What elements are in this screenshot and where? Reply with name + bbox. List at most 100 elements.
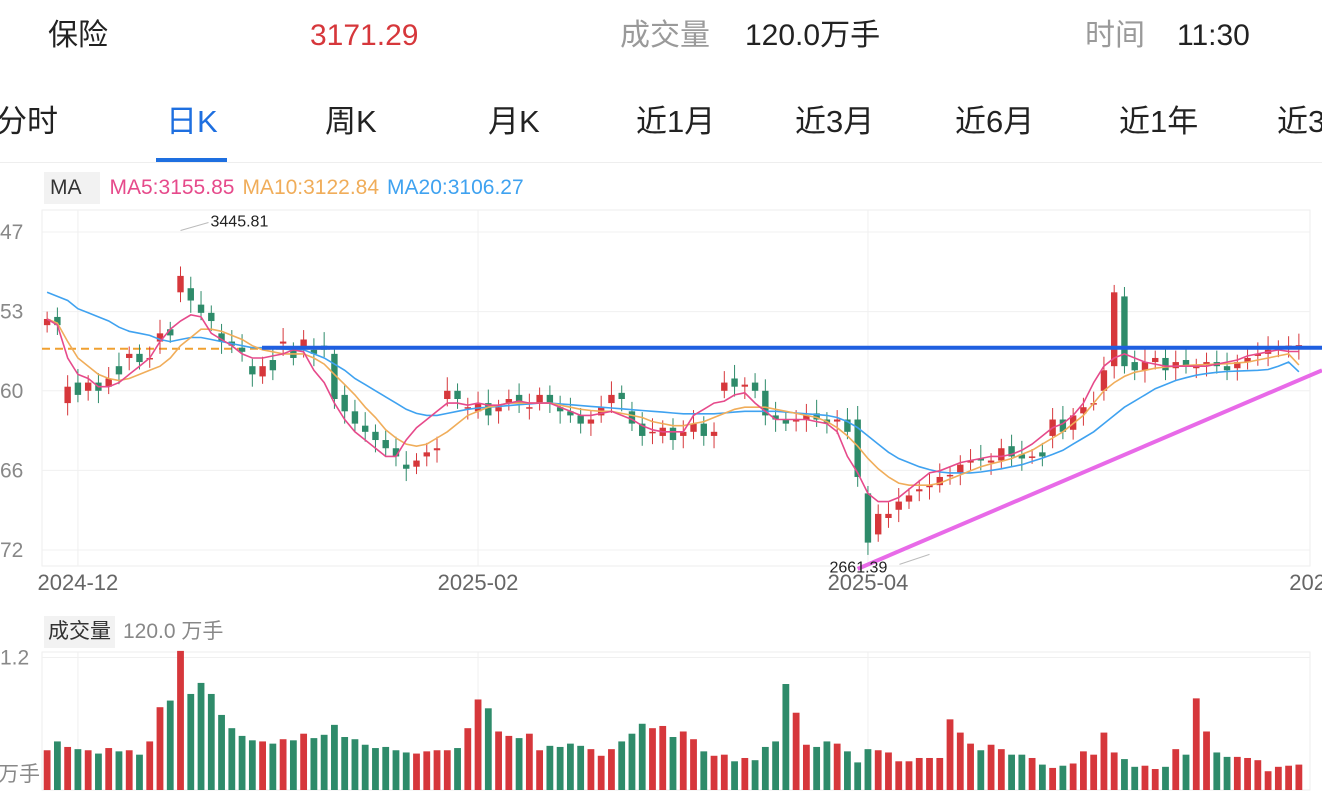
volume-bar [1069,763,1077,790]
volume-bar [1008,754,1015,790]
candle-body [1110,292,1118,367]
volume-bar [1285,765,1293,790]
tab-6-months[interactable]: 近6月 [955,104,1035,139]
candle-body [844,419,851,432]
candle-body [957,464,964,473]
candle-body [269,360,277,371]
candle-body [218,333,225,342]
volume-bar [1018,754,1026,790]
date-tick-label: 2024-12 [38,570,119,595]
volume-bar [146,741,154,790]
volume-bar [156,707,164,790]
candle-body [1223,366,1231,371]
volume-legend: 成交量 120.0 万手 [44,616,223,648]
candle-body [967,460,974,463]
volume-bar [1274,766,1282,790]
volume-bar [772,741,780,790]
volume-bar [115,751,123,790]
volume-bar [413,753,420,790]
volume-bar [1223,756,1231,790]
volume-bar [813,746,821,790]
volume-tick-label: 1.2 [0,647,29,670]
candle-body [710,431,718,436]
volume-label: 成交量 [620,19,710,52]
volume-bar [566,743,574,790]
candle-body [885,513,892,518]
ma10-value: MA10:3122.84 [242,176,380,199]
volume-bar [1028,757,1036,790]
high-annotation: 3445.81 [211,213,269,230]
candle-body [1172,362,1179,369]
candle-body [618,392,625,400]
candle-body [936,476,943,486]
ma-selector[interactable]: MA [44,172,100,204]
candle-body [782,419,790,424]
candle-body [1100,370,1108,391]
tab-weekly-k[interactable]: 周K [325,104,377,139]
candle-body [1254,353,1262,356]
volume-bar [505,735,513,790]
volume-bar [669,737,677,790]
candle-body [905,495,913,502]
quote-header: 保险 3171.29 成交量 120.0万手 时间 11:30 [0,0,1322,78]
tab-intraday[interactable]: 分时 [0,104,58,139]
tab-3-months[interactable]: 近3月 [795,104,875,139]
candle-body [731,378,738,387]
volume-bar [341,737,349,790]
volume-bar [484,708,492,790]
candle-body [433,448,441,451]
volume-bar [926,757,933,790]
volume-bar [372,748,379,790]
ma10-line [46,318,1300,487]
candle-body [1162,357,1169,371]
tab-1-year[interactable]: 近1年 [1119,104,1199,139]
volume-bar [1049,767,1057,790]
volume-bar [720,754,728,790]
candle-body [864,493,872,543]
volume-bar [361,744,369,790]
volume-bar [1162,766,1169,790]
volume-bar [556,746,564,790]
volume-selector[interactable]: 成交量 [44,616,115,648]
candle-body [762,390,769,416]
tab-1-month[interactable]: 近1月 [636,104,716,139]
candle-body [1152,357,1159,363]
candle-body [238,347,246,352]
candle-body [772,415,779,420]
volume-bar [782,684,790,790]
volume-bar [1254,760,1262,790]
volume-bar [228,728,236,790]
date-tick-label: 2025-06 [1289,570,1322,595]
volume-bar [895,761,903,790]
candle-body [895,501,902,510]
volume-bar [1295,764,1303,790]
volume-bar [1059,765,1067,790]
candle-body [126,353,133,358]
volume-bar [269,743,277,790]
volume-bar [1203,731,1210,790]
tab-3-years[interactable]: 近3 [1277,104,1322,139]
candle-body [875,513,882,535]
volume-bar [946,719,954,790]
volume-bar [1151,769,1159,790]
volume-value: 120.0万手 [745,19,881,52]
candle-body [926,485,933,488]
volume-bar [84,750,92,790]
volume-bar [577,745,585,790]
candle-body [526,407,533,409]
candle-body [1121,296,1128,367]
volume-bar [638,723,646,790]
volume-bar [495,731,502,790]
tab-daily-k[interactable]: 日K [166,104,218,139]
candle-body [977,458,985,461]
volume-bar [187,693,195,790]
volume-bar [351,739,359,790]
candle-body [833,419,841,422]
volume-bar [1172,749,1180,790]
volume-bar [454,748,461,790]
volume-bar [915,757,923,790]
volume-bar [392,750,400,790]
tab-monthly-k[interactable]: 月K [488,104,540,139]
volume-bar [761,746,769,790]
